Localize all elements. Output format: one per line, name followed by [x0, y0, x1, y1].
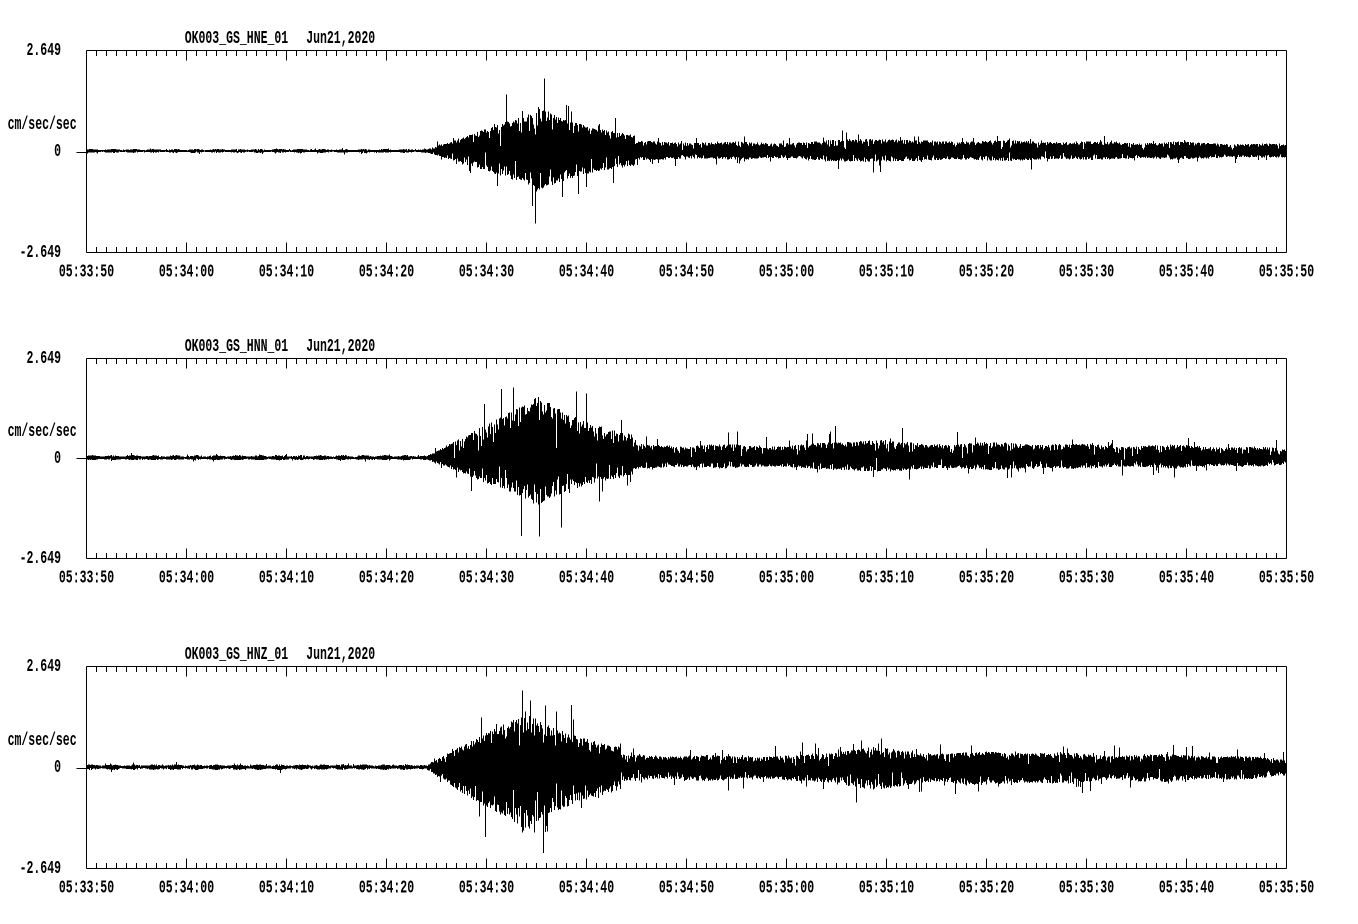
svg-text:05:35:20: 05:35:20 — [959, 569, 1014, 589]
svg-text:05:35:00: 05:35:00 — [759, 879, 814, 899]
svg-text:-2.649: -2.649 — [20, 859, 61, 879]
svg-text:Jun21,2020: Jun21,2020 — [306, 337, 375, 357]
svg-text:05:34:40: 05:34:40 — [559, 569, 614, 589]
svg-text:05:34:00: 05:34:00 — [159, 263, 214, 283]
svg-text:2.649: 2.649 — [27, 657, 62, 677]
svg-text:05:35:30: 05:35:30 — [1059, 263, 1114, 283]
svg-text:OK003_GS_HNZ_01: OK003_GS_HNZ_01 — [185, 645, 289, 665]
svg-text:05:34:10: 05:34:10 — [259, 263, 314, 283]
svg-text:05:34:10: 05:34:10 — [259, 879, 314, 899]
svg-text:05:34:50: 05:34:50 — [659, 879, 714, 899]
svg-text:2.649: 2.649 — [27, 41, 62, 61]
svg-text:05:33:50: 05:33:50 — [59, 879, 114, 899]
svg-text:05:34:20: 05:34:20 — [359, 879, 414, 899]
svg-text:05:33:50: 05:33:50 — [59, 569, 114, 589]
svg-text:05:34:50: 05:34:50 — [659, 263, 714, 283]
svg-text:05:34:10: 05:34:10 — [259, 569, 314, 589]
svg-text:-2.649: -2.649 — [20, 549, 61, 569]
svg-text:2.649: 2.649 — [27, 349, 62, 369]
svg-text:05:35:00: 05:35:00 — [759, 263, 814, 283]
svg-text:05:34:20: 05:34:20 — [359, 263, 414, 283]
svg-text:05:35:10: 05:35:10 — [859, 569, 914, 589]
svg-text:05:34:20: 05:34:20 — [359, 569, 414, 589]
svg-text:05:34:30: 05:34:30 — [459, 263, 514, 283]
svg-text:Jun21,2020: Jun21,2020 — [306, 645, 375, 665]
svg-text:05:33:50: 05:33:50 — [59, 263, 114, 283]
svg-text:05:35:40: 05:35:40 — [1159, 879, 1214, 899]
svg-text:05:34:00: 05:34:00 — [159, 879, 214, 899]
svg-text:05:35:20: 05:35:20 — [959, 879, 1014, 899]
svg-text:05:35:10: 05:35:10 — [859, 879, 914, 899]
svg-text:05:35:40: 05:35:40 — [1159, 569, 1214, 589]
svg-text:0: 0 — [54, 449, 61, 469]
svg-text:05:34:00: 05:34:00 — [159, 569, 214, 589]
svg-text:0: 0 — [54, 758, 61, 778]
svg-text:05:35:20: 05:35:20 — [959, 263, 1014, 283]
svg-text:05:35:00: 05:35:00 — [759, 569, 814, 589]
svg-text:05:34:50: 05:34:50 — [659, 569, 714, 589]
svg-text:OK003_GS_HNE_01: OK003_GS_HNE_01 — [185, 29, 289, 49]
svg-text:05:34:40: 05:34:40 — [559, 263, 614, 283]
svg-text:05:35:50: 05:35:50 — [1259, 569, 1314, 589]
svg-text:05:34:30: 05:34:30 — [459, 569, 514, 589]
svg-text:05:35:30: 05:35:30 — [1059, 879, 1114, 899]
svg-text:05:35:50: 05:35:50 — [1259, 879, 1314, 899]
svg-text:05:35:40: 05:35:40 — [1159, 263, 1214, 283]
svg-text:cm/sec/sec: cm/sec/sec — [8, 422, 77, 442]
svg-text:05:35:30: 05:35:30 — [1059, 569, 1114, 589]
svg-text:Jun21,2020: Jun21,2020 — [306, 29, 375, 49]
svg-text:-2.649: -2.649 — [20, 243, 61, 263]
svg-text:cm/sec/sec: cm/sec/sec — [8, 731, 77, 751]
svg-text:cm/sec/sec: cm/sec/sec — [8, 115, 77, 135]
svg-text:0: 0 — [54, 142, 61, 162]
svg-text:05:34:30: 05:34:30 — [459, 879, 514, 899]
svg-text:05:35:50: 05:35:50 — [1259, 263, 1314, 283]
svg-text:OK003_GS_HNN_01: OK003_GS_HNN_01 — [185, 337, 289, 357]
svg-text:05:34:40: 05:34:40 — [559, 879, 614, 899]
svg-text:05:35:10: 05:35:10 — [859, 263, 914, 283]
